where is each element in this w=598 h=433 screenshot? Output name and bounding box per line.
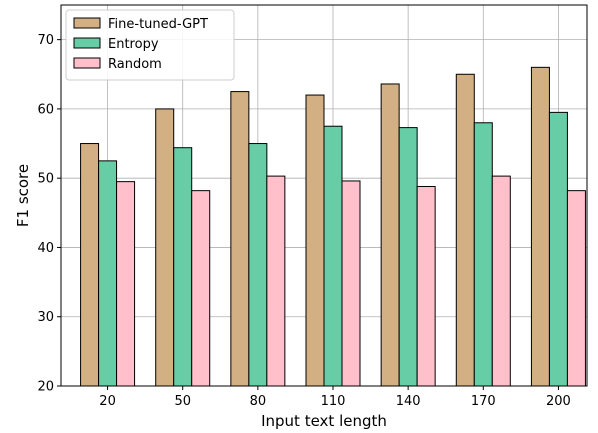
bar-fine-tuned-gpt-20 [80, 143, 100, 387]
x-axis-ticks: 20 50 80 110 140 170 200 [99, 386, 571, 409]
plot-frame [60, 4, 588, 387]
legend-swatch [73, 57, 101, 69]
y-tick-label: 20 [37, 380, 54, 395]
legend-swatch [73, 17, 101, 29]
bar-entropy-170 [473, 122, 493, 387]
y-tick-label: 40 [37, 241, 54, 256]
x-tick-label: 110 [321, 394, 346, 409]
bar-entropy-140 [398, 127, 418, 387]
legend: Fine-tuned-GPT Entropy Random [65, 9, 235, 81]
y-tick-label: 70 [37, 33, 54, 48]
bar-random-140 [416, 185, 436, 387]
y-tick-label: 60 [37, 102, 54, 117]
bar-random-50 [191, 190, 211, 387]
y-tick-label: 50 [37, 172, 54, 187]
legend-label: Entropy [108, 37, 159, 52]
bar-random-170 [491, 175, 511, 387]
bar-entropy-80 [248, 143, 268, 387]
bar-random-110 [341, 180, 361, 387]
y-axis-label: F1 score [14, 164, 32, 227]
legend-label: Random [108, 57, 162, 72]
x-tick-label: 200 [546, 394, 571, 409]
bar-fine-tuned-gpt-170 [455, 73, 475, 387]
bar-random-20 [116, 181, 136, 387]
x-axis-label: Input text length [261, 412, 387, 430]
bar-fine-tuned-gpt-80 [230, 91, 250, 387]
bar-fine-tuned-gpt-50 [155, 108, 175, 387]
legend-swatch [73, 37, 101, 49]
legend-label: Fine-tuned-GPT [108, 17, 208, 32]
x-tick-label: 50 [174, 394, 191, 409]
x-tick-label: 140 [396, 394, 421, 409]
bar-fine-tuned-gpt-110 [305, 94, 325, 387]
bar-entropy-20 [98, 160, 118, 387]
bar-random-80 [266, 175, 286, 387]
legend-box [65, 9, 235, 81]
y-tick-label: 30 [37, 310, 54, 325]
x-tick-label: 170 [471, 394, 496, 409]
bar-fine-tuned-gpt-140 [380, 83, 400, 387]
x-tick-label: 80 [250, 394, 267, 409]
y-axis-ticks: 20 30 40 50 60 70 [37, 33, 61, 395]
bar-entropy-50 [173, 147, 193, 387]
bar-random-200 [566, 190, 586, 387]
x-tick-label: 20 [99, 394, 116, 409]
bar-fine-tuned-gpt-200 [530, 66, 550, 387]
bars-layer [80, 66, 586, 387]
bar-entropy-200 [548, 111, 568, 387]
bar-entropy-110 [323, 125, 343, 387]
